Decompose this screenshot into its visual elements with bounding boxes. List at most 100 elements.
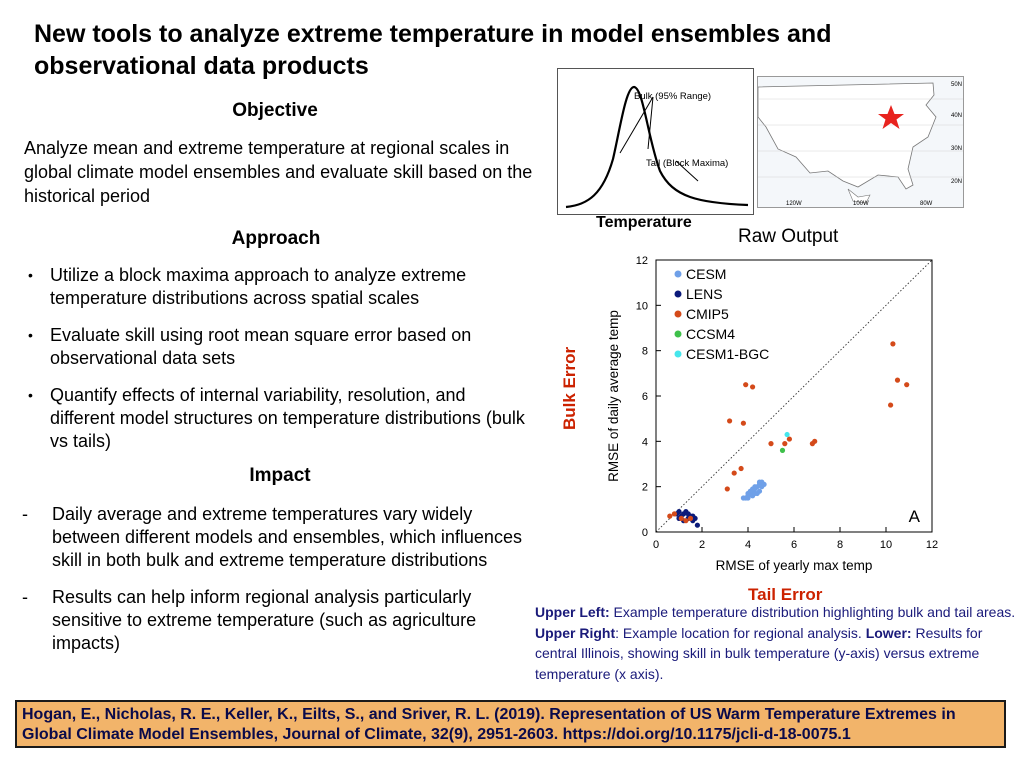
- data-point: [894, 377, 901, 383]
- approach-bullet-text: Evaluate skill using root mean square er…: [50, 325, 472, 368]
- y-tick-label: 4: [642, 436, 648, 448]
- page-title: New tools to analyze extreme temperature…: [34, 20, 832, 80]
- impact-item: - Daily average and extreme temperatures …: [22, 503, 527, 572]
- y-tick-label: 2: [642, 482, 648, 494]
- lon-label: 80W: [920, 201, 933, 207]
- x-tick-label: 8: [837, 539, 843, 551]
- data-point: [685, 511, 691, 517]
- data-point: [676, 509, 682, 515]
- data-point: [888, 402, 894, 408]
- data-point: [740, 420, 746, 426]
- data-point: [768, 441, 774, 447]
- tail-error-label: Tail Error: [748, 585, 823, 604]
- data-point: [683, 518, 689, 524]
- caption-upper-left-text: Example temperature distribution highlig…: [609, 604, 1016, 620]
- caption-upper-right-text: : Example location for regional analysis…: [615, 624, 866, 641]
- chart-points: [667, 341, 910, 528]
- x-tick-label: 4: [745, 539, 751, 551]
- data-point: [731, 470, 737, 476]
- y-tick-label: 6: [642, 391, 648, 403]
- gulf-coast-shape: [847, 188, 871, 204]
- data-point: [667, 513, 673, 519]
- bulk-pointer: [647, 96, 654, 150]
- data-point: [904, 382, 910, 388]
- lat-label: 40N: [951, 113, 962, 119]
- lat-label: 30N: [951, 146, 962, 152]
- data-point: [756, 479, 763, 485]
- data-point: [754, 490, 760, 497]
- temperature-label: Temperature: [596, 214, 692, 231]
- legend-label: CESM1-BGC: [686, 346, 769, 362]
- reference-line: [655, 259, 933, 533]
- data-point: [779, 447, 786, 453]
- chart-legend: CESM LENS CMIP5 CCSM4 CESM1-BGC: [674, 266, 769, 362]
- data-point: [687, 515, 694, 521]
- data-point: [671, 511, 677, 517]
- y-tick-label: 12: [636, 255, 648, 267]
- panel-letter: A: [909, 507, 921, 526]
- caption-upper-left-label: Upper Left:: [535, 604, 610, 620]
- impact-heading: Impact: [249, 465, 311, 486]
- tail-label: Tail (Block Maxima): [646, 158, 728, 169]
- impact-item: - Results can help inform regional analys…: [22, 586, 527, 655]
- y-tick-label: 0: [642, 527, 648, 539]
- bullet-icon: •: [28, 267, 33, 283]
- tail-pointer: [675, 160, 699, 182]
- legend-label: CMIP5: [686, 306, 729, 322]
- caption-lower-label: Lower:: [865, 624, 912, 641]
- figure-caption: Upper Left: Example temperature distribu…: [535, 602, 1017, 684]
- data-point: [812, 438, 818, 444]
- bullet-icon: •: [28, 327, 33, 343]
- data-point: [750, 384, 756, 390]
- location-star-icon: [878, 105, 904, 129]
- scatter-chart: 0 2 4 6 8 10 12 0 2 4 6 8 10 12 RMSE of yearly max tem…: [606, 255, 938, 573]
- objective-text: Analyze mean and extreme temperature at …: [24, 138, 533, 206]
- legend-marker: [674, 290, 682, 298]
- legend-label: CCSM4: [686, 326, 735, 342]
- map-figure: 50N 40N 30N 20N 120W 100W 80W: [757, 76, 964, 208]
- caption-lower-text: Results for central Illinois, showing sk…: [535, 624, 983, 682]
- citation-text[interactable]: Hogan, E., Nicholas, R. E., Keller, K., …: [22, 706, 956, 743]
- x-tick-label: 2: [699, 539, 705, 551]
- lon-label: 120W: [786, 201, 802, 207]
- approach-heading: Approach: [231, 228, 321, 249]
- data-point: [727, 418, 733, 424]
- legend-marker: [674, 270, 682, 278]
- approach-bullet: • Quantify effects of internal variabilit…: [28, 384, 528, 453]
- raw-output-label: Raw Output: [738, 226, 839, 247]
- bulk-error-label: Bulk Error: [560, 346, 579, 430]
- dash-icon: -: [22, 504, 28, 524]
- lat-label: 20N: [951, 179, 962, 185]
- distribution-curve: [565, 85, 749, 209]
- dash-icon: -: [22, 587, 28, 607]
- legend-marker: [674, 350, 682, 358]
- chart-axes: 0 2 4 6 8 10 12 0 2 4 6 8 10 12 RMSE of yearly max tem…: [606, 255, 938, 573]
- approach-bullet-text: Utilize a block maxima approach to analy…: [50, 265, 467, 308]
- y-tick-label: 10: [636, 300, 648, 312]
- impact-list: - Daily average and extreme temperatures …: [22, 503, 527, 669]
- y-tick-label: 8: [642, 346, 648, 358]
- legend-marker: [674, 310, 682, 318]
- y-axis-label: RMSE of daily average temp: [606, 310, 621, 482]
- map-svg: 50N 40N 30N 20N 120W 100W 80W: [757, 77, 963, 207]
- data-point: [761, 481, 767, 487]
- data-point: [784, 431, 790, 438]
- bulk-pointer: [619, 96, 654, 154]
- data-point: [750, 486, 756, 492]
- data-point: [724, 486, 730, 492]
- caption-upper-right-label: Upper Right: [535, 624, 616, 641]
- objective-heading: Objective: [232, 100, 318, 121]
- data-point: [745, 490, 751, 497]
- legend-marker: [674, 330, 682, 338]
- data-point: [786, 436, 792, 442]
- x-tick-label: 0: [653, 539, 659, 551]
- x-tick-label: 6: [791, 539, 797, 551]
- data-point: [738, 465, 744, 472]
- x-tick-label: 10: [880, 539, 892, 551]
- x-axis-label: RMSE of yearly max temp: [716, 558, 873, 573]
- approach-list: • Utilize a block maxima approach to anal…: [28, 264, 528, 467]
- impact-item-text: Results can help inform regional analysi…: [52, 587, 477, 653]
- distribution-figure: Bulk (95% Range) Tail (Block Maxima): [557, 68, 754, 215]
- distribution-svg: Bulk (95% Range) Tail (Block Maxima): [565, 85, 749, 209]
- impact-item-text: Daily average and extreme temperatures v…: [52, 504, 522, 570]
